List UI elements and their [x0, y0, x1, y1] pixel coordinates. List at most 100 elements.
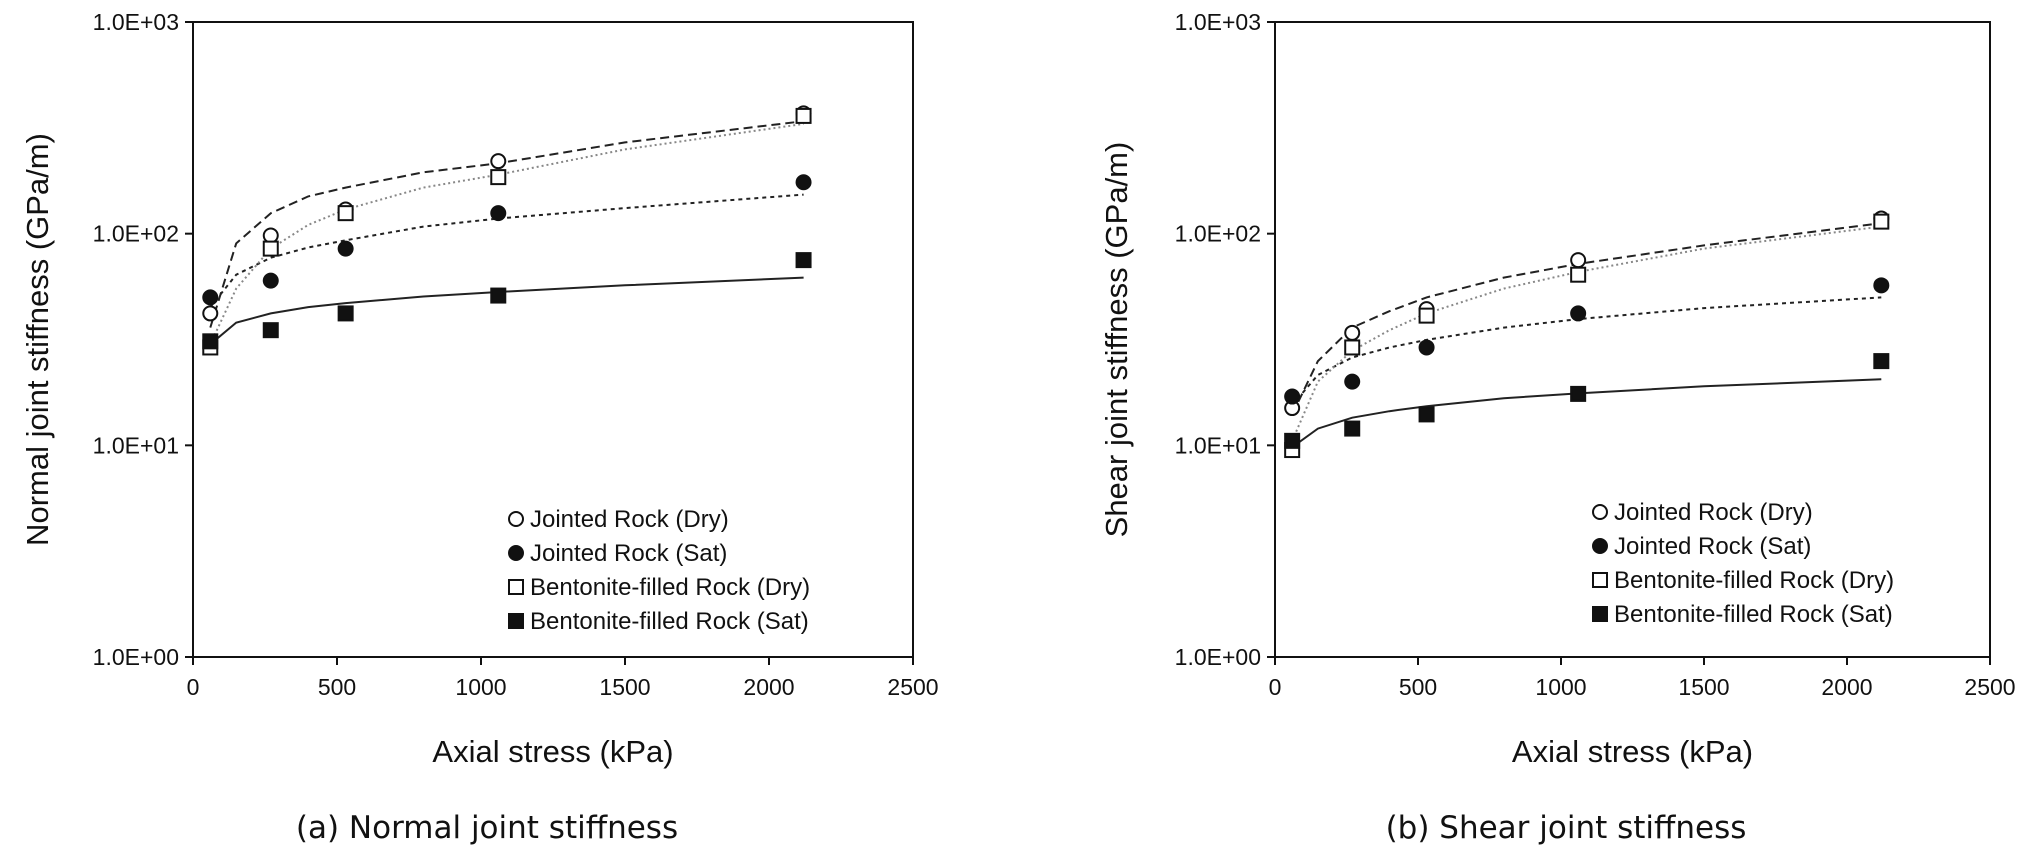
data-point	[1344, 373, 1361, 390]
data-point	[490, 287, 507, 304]
legend-marker	[508, 579, 524, 595]
data-point	[262, 272, 279, 289]
axis-ticks-shear: 0 500 1000 1500 2000 2500 1.0E+00 1.0E+01 1.0E+0…	[1175, 9, 2016, 700]
data-points-shear	[1284, 210, 1890, 459]
data-point	[1284, 432, 1301, 449]
x-tick-label: 2500	[1964, 674, 2015, 700]
x-tick-label: 1000	[455, 674, 506, 700]
data-point	[202, 289, 219, 306]
y-tick-label: 1.0E+02	[1175, 221, 1261, 247]
legend-normal: Jointed Rock (Dry) Jointed Rock (Sat) Bent…	[508, 506, 810, 635]
legend-item: Bentonite-filled Rock (Sat)	[508, 608, 809, 635]
legend-label: Bentonite-filled Rock (Sat)	[1614, 601, 1893, 628]
legend-marker	[1592, 606, 1608, 622]
plot-area-shear	[1274, 21, 1991, 658]
data-point	[795, 252, 812, 269]
legend-marker	[508, 545, 524, 561]
data-point	[1344, 339, 1361, 356]
legend-item: Jointed Rock (Dry)	[508, 506, 729, 533]
y-tick-label: 1.0E+03	[93, 9, 179, 35]
x-tick-label: 0	[187, 674, 200, 700]
x-tick-label: 2000	[1821, 674, 1872, 700]
y-tick-label: 1.0E+01	[93, 432, 179, 458]
legend-label: Jointed Rock (Sat)	[1614, 533, 1811, 560]
y-tick-label: 1.0E+02	[93, 221, 179, 247]
data-point	[795, 107, 812, 124]
y-tick-label: 1.0E+00	[1175, 644, 1261, 670]
y-axis-label-shear: Shear joint stiffness (GPa/m)	[1099, 142, 1134, 538]
legend-marker	[508, 511, 524, 527]
data-point	[1344, 420, 1361, 437]
data-point	[490, 169, 507, 186]
panel-normal-stiffness: 0 500 1000 1500 2000 2500 1.0E+00 1.0E+01 1.0E+0…	[20, 9, 939, 846]
x-tick-label: 2500	[887, 674, 938, 700]
caption-normal: (a) Normal joint stiffness	[296, 810, 678, 846]
x-tick-label: 500	[318, 674, 356, 700]
legend-label: Jointed Rock (Dry)	[1614, 499, 1813, 526]
fit-curve	[209, 122, 804, 345]
fit-curve	[1291, 225, 1882, 442]
plot-area-normal	[192, 21, 914, 658]
legend-label: Bentonite-filled Rock (Dry)	[530, 574, 810, 601]
legend-item: Jointed Rock (Sat)	[508, 540, 727, 567]
x-tick-label: 500	[1399, 674, 1437, 700]
x-axis-label-normal: Axial stress (kPa)	[432, 734, 673, 769]
y-tick-label: 1.0E+00	[93, 644, 179, 670]
legend-item: Bentonite-filled Rock (Dry)	[508, 574, 810, 601]
y-tick-label: 1.0E+03	[1175, 9, 1261, 35]
data-point	[1570, 266, 1587, 283]
data-point	[1873, 277, 1890, 294]
legend-label: Jointed Rock (Sat)	[530, 540, 727, 567]
legend-label: Jointed Rock (Dry)	[530, 506, 729, 533]
data-point	[262, 240, 279, 257]
legend-marker	[508, 613, 524, 629]
data-points-normal	[202, 105, 812, 356]
data-point	[337, 240, 354, 257]
data-point	[1873, 213, 1890, 230]
data-point	[1418, 339, 1435, 356]
fit-curve	[209, 120, 804, 328]
fit-curve	[1291, 378, 1882, 449]
legend-label: Bentonite-filled Rock (Sat)	[530, 608, 809, 635]
legend-shear: Jointed Rock (Dry) Jointed Rock (Sat) Bent…	[1592, 499, 1894, 628]
fit-curves-normal	[209, 120, 804, 346]
data-point	[1418, 406, 1435, 423]
legend-label: Bentonite-filled Rock (Dry)	[1614, 567, 1894, 594]
panel-shear-stiffness: 0 500 1000 1500 2000 2500 1.0E+00 1.0E+01 1.0E+0…	[1099, 9, 2016, 846]
legend-marker	[1592, 572, 1608, 588]
y-axis-label-normal: Normal joint stiffness (GPa/m)	[20, 133, 55, 546]
data-point	[202, 305, 219, 322]
legend-item: Bentonite-filled Rock (Sat)	[1592, 601, 1893, 628]
data-point	[337, 205, 354, 222]
data-point	[1344, 324, 1361, 341]
fit-curves-shear	[1291, 222, 1882, 449]
data-point	[202, 333, 219, 350]
y-tick-label: 1.0E+01	[1175, 432, 1261, 458]
legend-marker	[1592, 538, 1608, 554]
data-point	[795, 174, 812, 191]
data-point	[337, 305, 354, 322]
data-point	[1418, 307, 1435, 324]
data-point	[1873, 353, 1890, 370]
legend-marker	[1592, 504, 1608, 520]
x-tick-label: 1500	[1678, 674, 1729, 700]
legend-item: Jointed Rock (Dry)	[1592, 499, 1813, 526]
data-point	[1284, 388, 1301, 405]
fit-curve	[1291, 296, 1882, 406]
x-tick-label: 0	[1269, 674, 1282, 700]
x-tick-label: 1500	[599, 674, 650, 700]
caption-shear: (b) Shear joint stiffness	[1386, 810, 1747, 846]
fit-curve	[209, 193, 804, 308]
legend-item: Jointed Rock (Sat)	[1592, 533, 1811, 560]
fit-curve	[1291, 222, 1882, 415]
data-point	[490, 205, 507, 222]
fit-curve	[209, 276, 804, 346]
data-point	[262, 322, 279, 339]
data-point	[1570, 252, 1587, 269]
data-point	[1570, 305, 1587, 322]
x-tick-label: 1000	[1535, 674, 1586, 700]
data-point	[262, 227, 279, 244]
legend-item: Bentonite-filled Rock (Dry)	[1592, 567, 1894, 594]
axis-ticks-normal: 0 500 1000 1500 2000 2500 1.0E+00 1.0E+01 1.0E+0…	[93, 9, 939, 700]
